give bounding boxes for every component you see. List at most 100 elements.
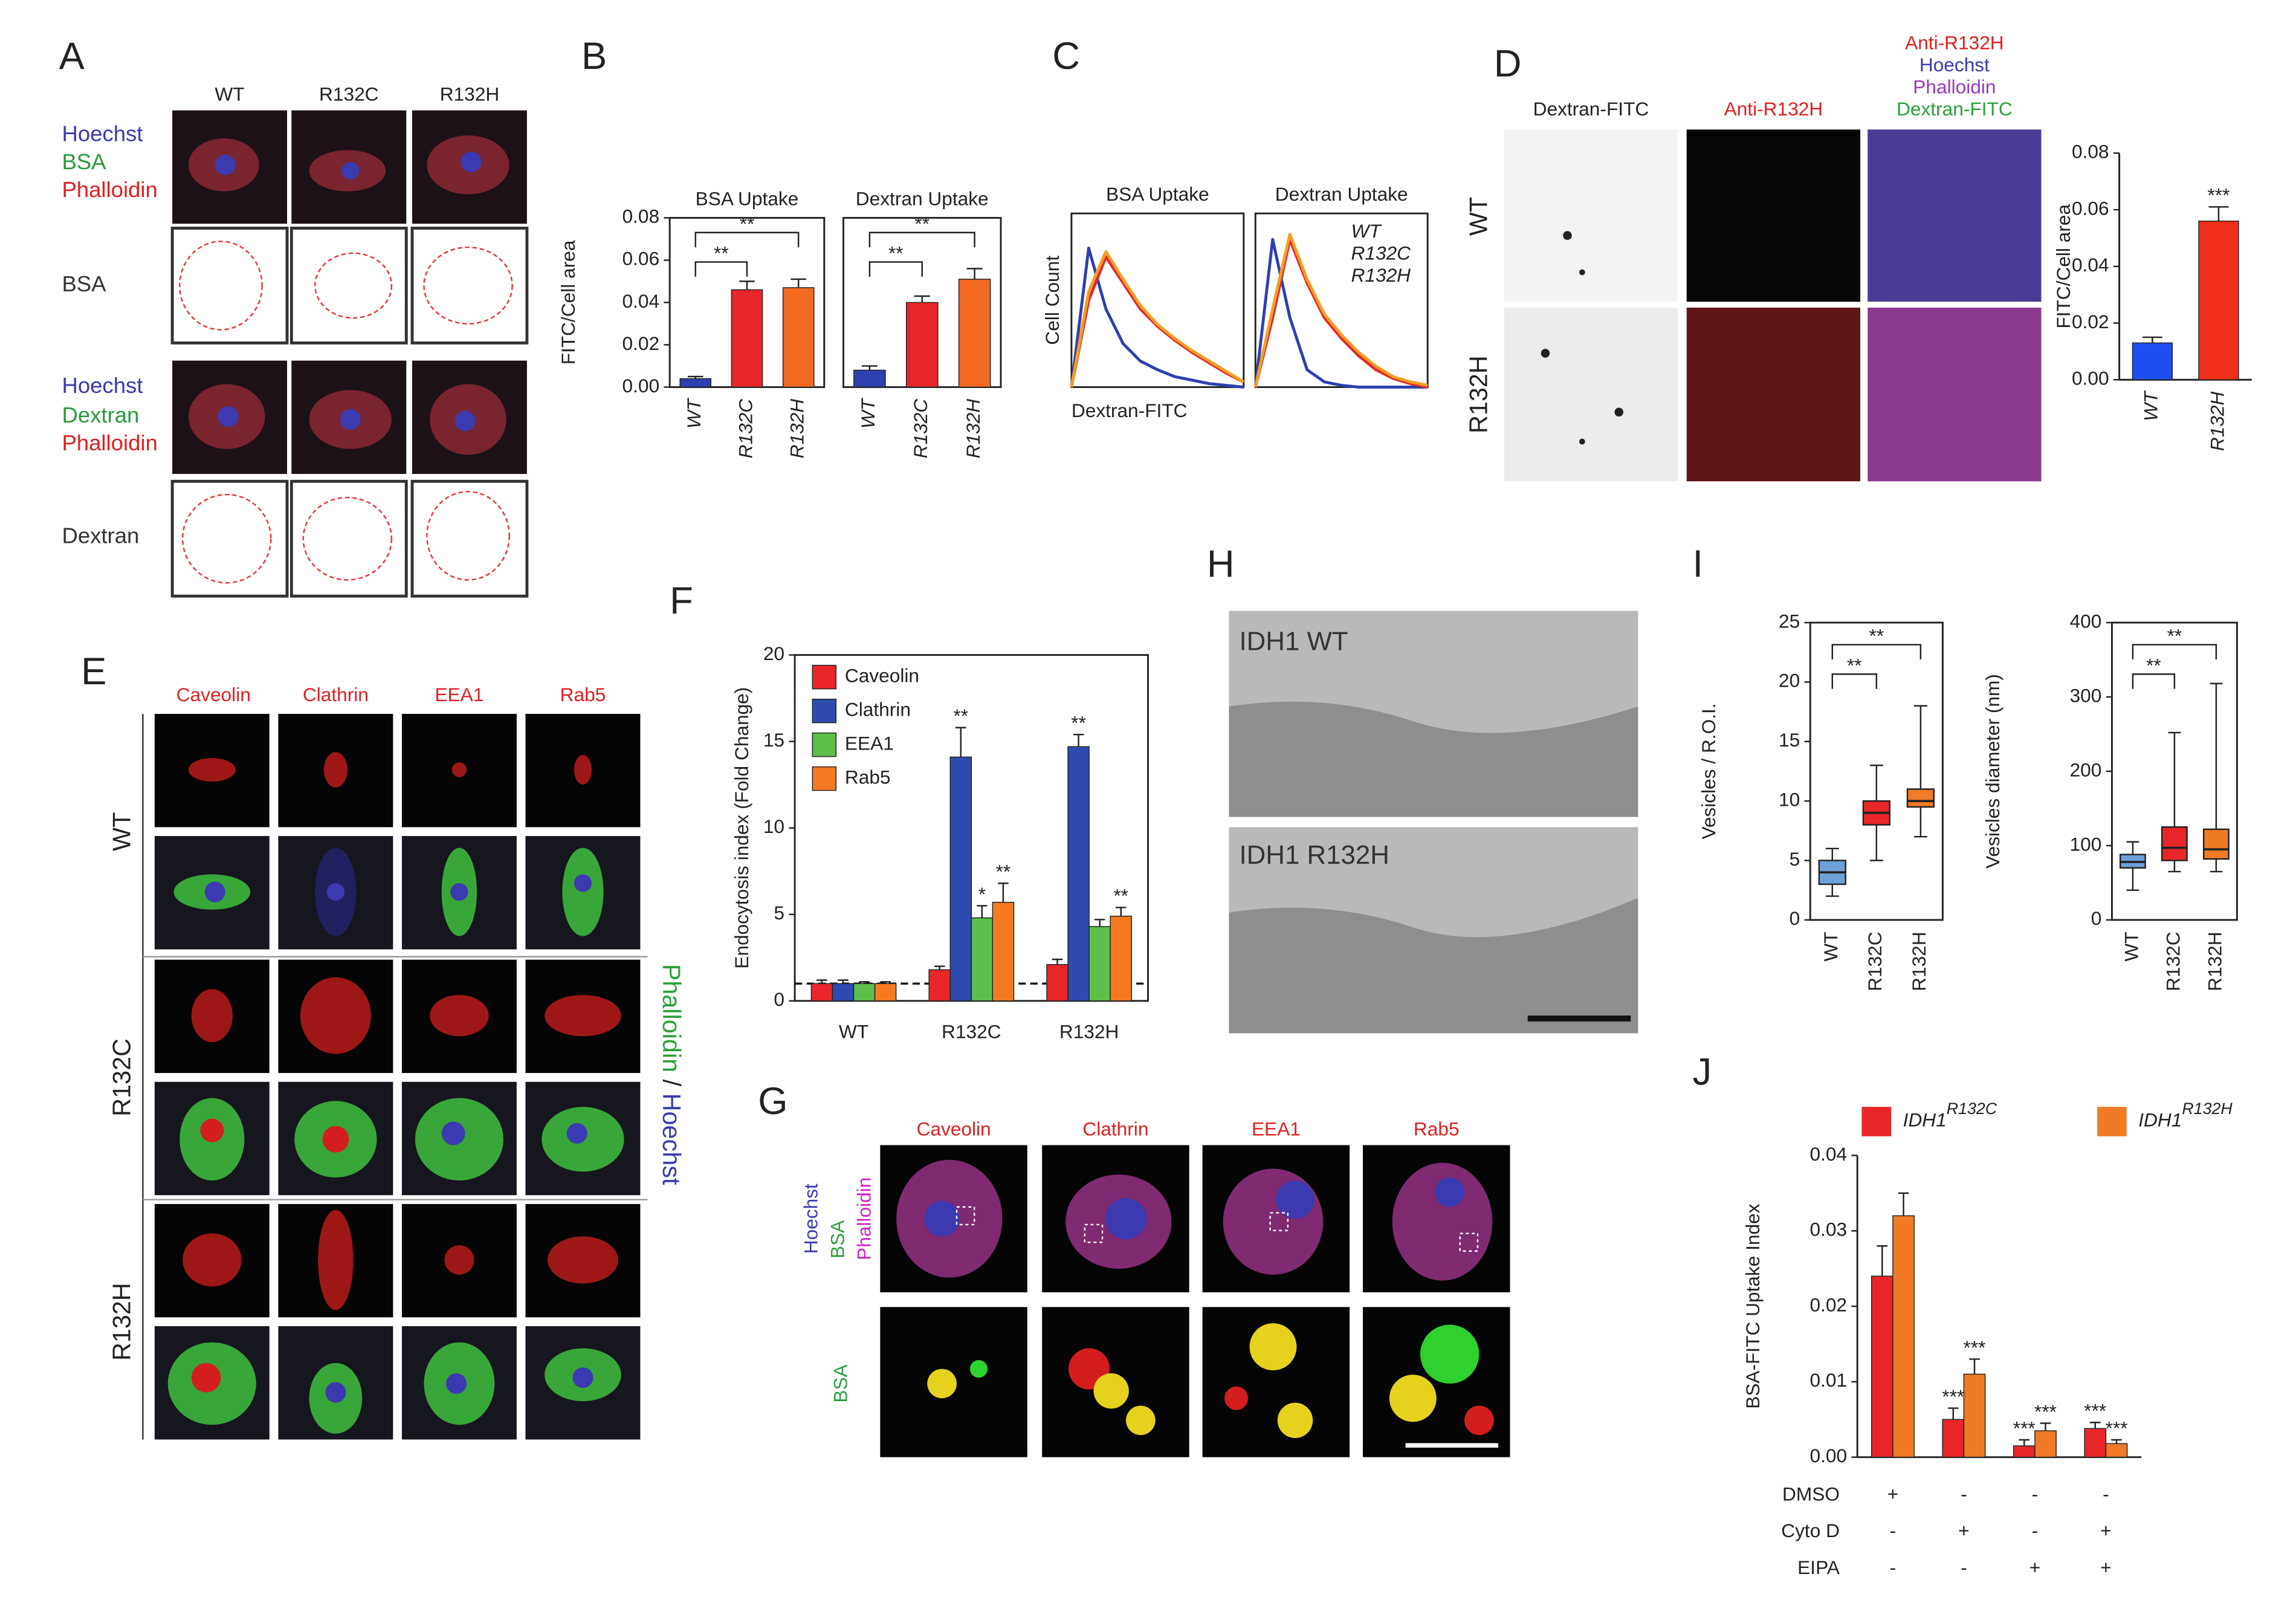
bar <box>2132 342 2173 380</box>
x-tick-label: R132C <box>2162 931 2184 991</box>
line-series <box>1070 247 1244 389</box>
panel-letter: C <box>1052 35 1080 77</box>
image-label: IDH1 WT <box>1239 627 1348 656</box>
column-label: Dextran-FITC <box>1533 98 1649 120</box>
y-tick-label: 15 <box>1779 729 1800 751</box>
column-label: Caveolin <box>176 684 251 705</box>
nucleus <box>218 406 239 427</box>
y-tick-label: 0.04 <box>1810 1143 1848 1165</box>
line-series <box>1070 250 1245 387</box>
nucleus <box>325 1382 346 1403</box>
speck <box>1541 349 1550 358</box>
bar <box>1892 1215 1915 1458</box>
micrograph <box>1868 129 2042 302</box>
nucleus <box>1276 1180 1315 1219</box>
error-bar <box>1073 733 1084 747</box>
panel-d-images <box>1504 129 2042 482</box>
row-label: Dextran <box>62 403 139 427</box>
micrograph <box>1686 129 1861 302</box>
panel-letter: F <box>670 580 693 622</box>
significance-bracket <box>868 261 923 277</box>
treatment-mark: - <box>2032 1520 2039 1541</box>
chart-title: BSA Uptake <box>696 188 799 210</box>
panel-letter: H <box>1207 543 1235 585</box>
x-tick-label: R132C <box>910 398 931 459</box>
treatment-mark: + <box>1887 1483 1898 1505</box>
nucleus <box>441 1121 465 1145</box>
cell <box>323 752 348 788</box>
significance-bracket <box>694 261 748 277</box>
cell <box>191 989 233 1042</box>
error-bar <box>955 727 966 757</box>
y-tick-label: 0.04 <box>622 290 659 312</box>
bar <box>949 756 972 1002</box>
roi <box>1459 1233 1479 1252</box>
chart-title: Dextran Uptake <box>856 188 989 210</box>
x-tick-label: WT <box>857 397 879 429</box>
bar <box>1963 1373 1986 1458</box>
nucleus <box>572 1367 593 1388</box>
treatment-label: EIPA <box>1797 1557 1840 1578</box>
panel-g-images <box>880 1145 1510 1457</box>
x-axis-label: Dextran-FITC <box>1072 400 1188 421</box>
bar <box>853 369 886 388</box>
bar <box>1046 964 1069 1002</box>
nucleus <box>1105 1198 1147 1240</box>
line-series <box>1253 238 1428 389</box>
nucleus <box>574 874 592 892</box>
treatment-mark: - <box>1890 1557 1897 1578</box>
error-bar <box>880 981 891 984</box>
legend-label: Caveolin <box>845 664 919 686</box>
bar <box>2034 1430 2057 1458</box>
micrograph <box>1504 307 1678 482</box>
bar <box>1110 915 1132 1002</box>
nucleus <box>454 410 476 432</box>
line-series <box>1253 233 1428 387</box>
x-tick-label: R132H <box>962 399 984 459</box>
y-tick-label: 0.06 <box>622 248 659 270</box>
legend-label: R132H <box>1351 264 1411 286</box>
significance-label: ** <box>953 705 968 727</box>
error-bar <box>2089 1422 2101 1429</box>
y-axis-label: Vesicles / R.O.I. <box>1698 703 1719 839</box>
column-label: Clathrin <box>303 684 369 705</box>
significance-label: ** <box>1071 712 1086 734</box>
bar <box>832 983 855 1002</box>
legend-swatch <box>2097 1107 2127 1136</box>
vesicle <box>1277 1402 1313 1439</box>
y-tick-label: 100 <box>2070 833 2102 855</box>
x-tick-label: R132H <box>2206 392 2228 452</box>
panel-letter: J <box>1692 1051 1712 1093</box>
y-tick-label: 20 <box>763 643 784 664</box>
side-label: Phalloidin <box>853 1178 875 1260</box>
nucleus <box>566 1122 587 1144</box>
y-tick-label: 15 <box>763 729 784 751</box>
speck <box>1563 231 1572 240</box>
error-bar <box>817 979 827 984</box>
box <box>2161 826 2188 861</box>
y-tick-label: 0 <box>774 988 784 1010</box>
y-tick-label: 0.00 <box>1810 1445 1848 1466</box>
legend-swatch <box>812 766 837 791</box>
legend-label: IDH1R132C <box>1903 1100 1997 1131</box>
y-axis-label: Endocytosis index (Fold Change) <box>731 687 752 969</box>
y-tick-label: 0.02 <box>2072 311 2109 332</box>
roi <box>956 1206 975 1226</box>
micrograph <box>410 479 529 598</box>
cell <box>574 755 592 785</box>
image-label: IDH1 R132H <box>1239 840 1389 870</box>
cell <box>1223 1168 1324 1275</box>
nucleus <box>450 883 468 901</box>
y-axis-label: BSA-FITC Uptake Index <box>1742 1203 1764 1409</box>
error-bar <box>838 979 849 984</box>
x-tick-label: WT <box>2120 931 2142 961</box>
bar <box>874 983 897 1002</box>
speck <box>1579 269 1585 276</box>
nucleus <box>461 151 482 172</box>
micrograph <box>170 226 289 345</box>
nucleus <box>322 1126 349 1153</box>
outline <box>302 496 393 581</box>
vesicle <box>1420 1324 1479 1384</box>
cell <box>451 762 467 777</box>
nucleus <box>204 881 225 902</box>
